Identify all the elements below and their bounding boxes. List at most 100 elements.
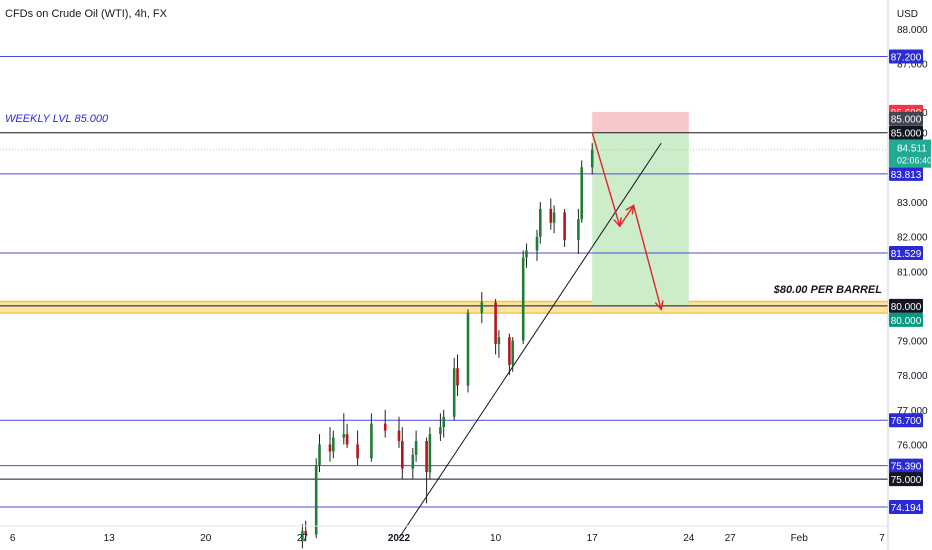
candle-body (332, 437, 335, 452)
candle-body (494, 302, 497, 345)
candle (332, 430, 335, 459)
candle-body (328, 444, 332, 452)
candle-body (345, 434, 349, 445)
candle-body (428, 434, 432, 473)
take-profit-zone[interactable] (592, 132, 689, 306)
candle (452, 357, 456, 421)
y-tick-label: 83.000 (897, 198, 928, 209)
candle-body (590, 149, 594, 168)
y-tick-label: 79.000 (897, 337, 928, 348)
candle-body (314, 465, 318, 535)
candle (342, 413, 346, 445)
candle-body (577, 219, 580, 241)
candle (535, 229, 539, 261)
weekly-level-label: WEEKLY LVL 85.000 (5, 113, 109, 125)
candle (525, 243, 528, 268)
level-label: 75.000 (891, 475, 922, 486)
candle (301, 524, 304, 549)
extra-price-label-bg (889, 111, 923, 126)
x-tick-label: Feb (791, 533, 809, 544)
level-label-bg (889, 458, 923, 473)
extra-price-label-bg (889, 312, 923, 327)
candle-body (466, 312, 470, 386)
candle (442, 409, 445, 438)
candle (552, 205, 556, 234)
candle-body (521, 257, 525, 341)
candle-body (552, 212, 556, 223)
y-tick-label: 87.000 (897, 59, 928, 70)
candle (580, 160, 583, 223)
x-tick-label: 10 (490, 533, 502, 544)
candle (314, 458, 318, 538)
candle-body (411, 454, 415, 469)
candle (511, 337, 514, 372)
candle (397, 416, 401, 448)
x-tick-label: 6 (10, 533, 16, 544)
level-label-bg (889, 298, 923, 313)
level-label-bg (889, 245, 923, 260)
candle (370, 413, 373, 462)
level-label: 87.200 (891, 52, 922, 63)
candle-body (452, 368, 456, 417)
candle (401, 427, 404, 480)
candle-body (370, 423, 373, 459)
x-tick-label: 20 (200, 533, 212, 544)
candle-body (383, 423, 387, 431)
candle-body (414, 441, 418, 455)
x-tick-label: 13 (104, 533, 116, 544)
candle (425, 437, 428, 504)
y-tick-label: 81.000 (897, 267, 928, 278)
x-tick-label: 7 (879, 533, 885, 544)
zone-label: $80.00 PER BARREL (773, 284, 882, 296)
candle (563, 208, 566, 248)
candle-body (318, 444, 321, 466)
candle-body (508, 337, 511, 365)
candle-body (580, 167, 583, 220)
y-tick-label: 78.000 (897, 371, 928, 382)
x-tick-label: 27 (725, 533, 737, 544)
forecast-arrow-3[interactable] (632, 205, 664, 311)
level-label-bg (889, 500, 923, 515)
level-label-bg (889, 49, 923, 64)
level-label: 85.000 (891, 129, 922, 140)
stop-loss-zone[interactable] (592, 111, 689, 133)
candle (428, 427, 432, 480)
candle-body (301, 531, 304, 542)
candle (439, 413, 442, 442)
y-tick-label: 77.000 (897, 406, 928, 417)
candle (539, 201, 542, 244)
candle (508, 333, 511, 376)
chart-title: CFDs on Crude Oil (WTI), 4h, FX (5, 8, 168, 20)
y-tick-label: 82.000 (897, 233, 928, 244)
candle-body (549, 208, 553, 223)
currency-label: USD (897, 9, 918, 20)
candle (345, 423, 349, 448)
x-tick-label: 17 (587, 533, 599, 544)
candle-body (342, 434, 346, 438)
candle-body (563, 212, 566, 241)
candle (590, 143, 594, 175)
level-label: 83.813 (891, 170, 922, 181)
level-label-bg (889, 125, 923, 140)
candle (411, 447, 415, 480)
candle-body (304, 531, 307, 535)
candle (318, 434, 321, 473)
trendline[interactable] (398, 142, 662, 539)
candle (456, 354, 459, 396)
candle (494, 298, 497, 355)
level-label-bg (889, 472, 923, 487)
candle-body (525, 250, 528, 258)
level-label-bg (889, 413, 923, 428)
level-label: 76.700 (891, 416, 922, 427)
level-label: 80.000 (891, 302, 922, 313)
candle (383, 409, 387, 438)
x-tick-label: 2022 (388, 533, 411, 544)
level-label-bg (889, 166, 923, 181)
x-tick-label: 24 (683, 533, 695, 544)
candle-body (439, 427, 442, 435)
level-label: 81.529 (891, 249, 922, 260)
last-price-box (889, 139, 931, 168)
candle-body (397, 430, 401, 442)
candle (577, 208, 580, 254)
